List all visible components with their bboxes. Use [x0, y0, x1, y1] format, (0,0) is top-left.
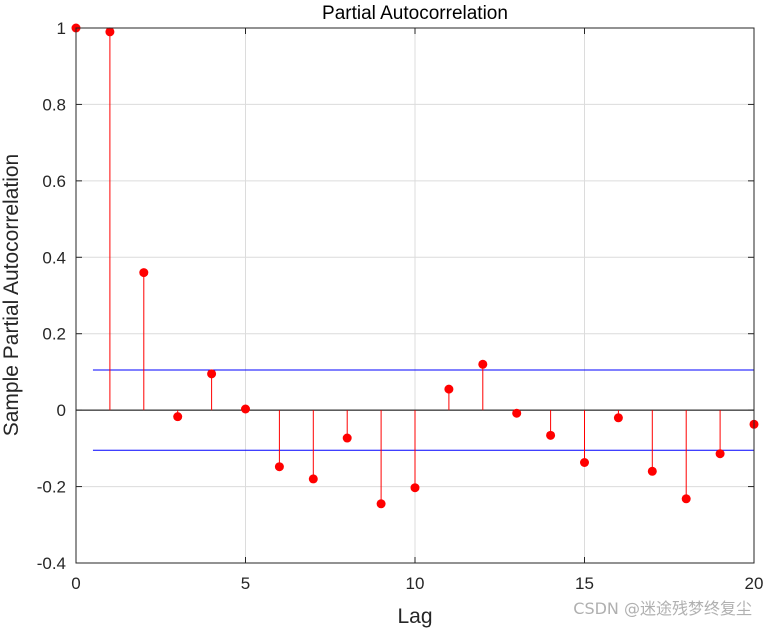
- stem-marker: [715, 449, 725, 459]
- x-tick-label: 20: [745, 574, 764, 593]
- y-tick-label: 1: [57, 19, 66, 38]
- y-axis-title: Sample Partial Autocorrelation: [0, 154, 23, 437]
- stem-marker: [139, 268, 149, 278]
- y-tick-label: 0.4: [42, 248, 66, 267]
- stem-marker: [241, 404, 250, 414]
- stem-marker: [308, 474, 318, 484]
- y-tick-label: 0.8: [42, 95, 66, 114]
- axis-ticks: 0 5 10 15 20 -0.4 -0.2 0 0.2 0.4 0.6 0.8 1: [37, 19, 764, 593]
- stem-marker: [207, 369, 217, 379]
- stem-marker: [342, 433, 352, 443]
- x-tick-label: 10: [406, 574, 425, 593]
- watermark-text: CSDN @迷途残梦终复尘: [573, 599, 752, 618]
- stem-marker: [274, 462, 284, 472]
- stem-marker: [376, 499, 386, 509]
- stem-marker: [580, 457, 589, 467]
- stem-marker: [647, 466, 657, 476]
- x-tick-label: 15: [575, 574, 594, 593]
- x-tick-label: 5: [241, 574, 250, 593]
- y-tick-label: -0.2: [37, 478, 66, 497]
- stem-marker: [105, 27, 115, 37]
- stem-marker: [546, 430, 556, 440]
- stem-marker: [512, 408, 522, 418]
- stem-marker: [681, 494, 691, 504]
- y-tick-label: -0.4: [37, 554, 66, 573]
- stem-marker: [444, 384, 454, 394]
- stem-marker: [613, 413, 623, 423]
- stem-marker: [410, 483, 420, 493]
- x-axis-title: Lag: [397, 605, 432, 628]
- x-tick-label: 0: [71, 574, 80, 593]
- chart-title: Partial Autocorrelation: [322, 3, 508, 24]
- y-tick-label: 0.2: [42, 325, 66, 344]
- y-tick-label: 0.6: [42, 172, 66, 191]
- stem-marker: [478, 359, 488, 369]
- confidence-bounds: [92, 369, 754, 451]
- y-tick-label: 0: [57, 401, 66, 420]
- stem-marker: [173, 412, 183, 422]
